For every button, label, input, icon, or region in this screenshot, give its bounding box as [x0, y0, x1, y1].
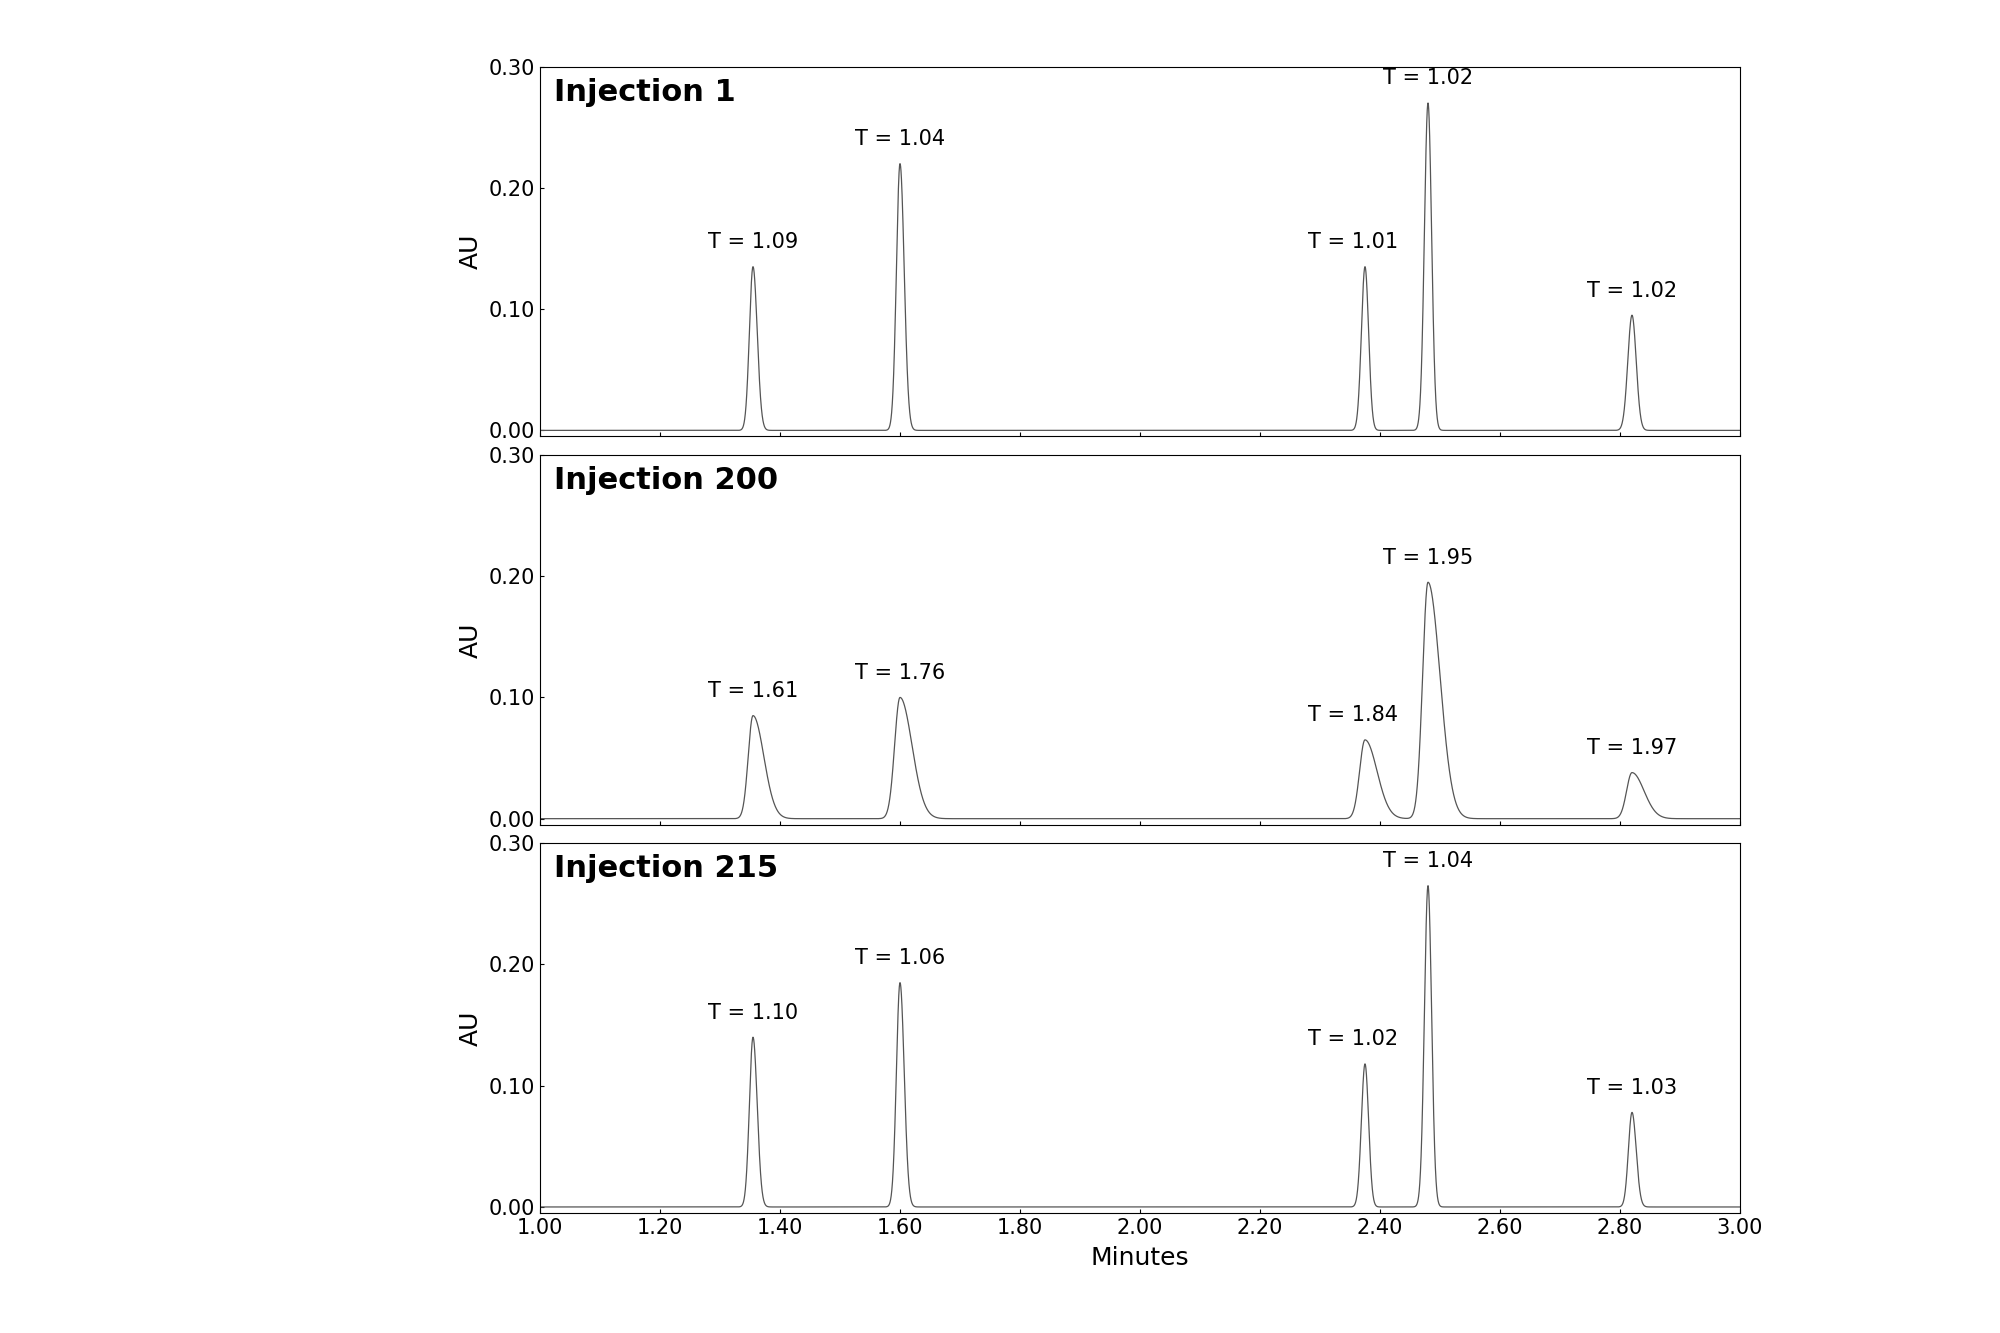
Text: T = 1.10: T = 1.10	[708, 1002, 798, 1022]
X-axis label: Minutes: Minutes	[1090, 1246, 1190, 1270]
Text: T = 1.84: T = 1.84	[1308, 705, 1398, 725]
Text: Injection 200: Injection 200	[554, 467, 778, 495]
Text: Injection 1: Injection 1	[554, 77, 736, 107]
Text: T = 1.04: T = 1.04	[1382, 850, 1474, 872]
Text: T = 1.61: T = 1.61	[708, 681, 798, 701]
Text: T = 1.02: T = 1.02	[1308, 1029, 1398, 1049]
Text: T = 1.02: T = 1.02	[1382, 68, 1474, 88]
Text: T = 1.95: T = 1.95	[1382, 548, 1474, 568]
Text: T = 1.09: T = 1.09	[708, 232, 798, 252]
Text: T = 1.01: T = 1.01	[1308, 232, 1398, 252]
Y-axis label: AU: AU	[460, 1010, 484, 1046]
Text: T = 1.06: T = 1.06	[854, 948, 946, 968]
Text: T = 1.97: T = 1.97	[1586, 738, 1678, 758]
Text: T = 1.03: T = 1.03	[1586, 1078, 1678, 1098]
Y-axis label: AU: AU	[460, 623, 484, 657]
Text: T = 1.02: T = 1.02	[1586, 281, 1678, 301]
Text: Injection 215: Injection 215	[554, 854, 778, 884]
Text: T = 1.76: T = 1.76	[854, 663, 946, 682]
Text: T = 1.04: T = 1.04	[854, 129, 946, 149]
Y-axis label: AU: AU	[460, 233, 484, 269]
